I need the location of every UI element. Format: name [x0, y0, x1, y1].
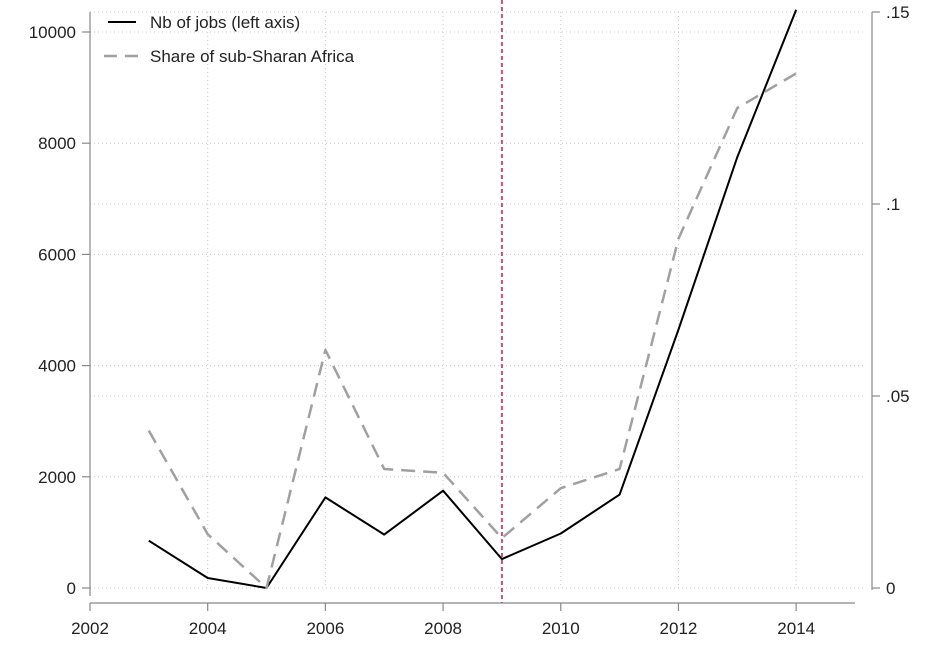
series-line-jobs: [148, 9, 798, 589]
x-tick-label: 2004: [189, 619, 227, 638]
y-right-tick-label: 0: [886, 579, 895, 598]
legend: Nb of jobs (left axis) Share of sub-Shar…: [104, 13, 355, 66]
series-line-share: [147, 72, 797, 590]
y-right-tick-label: .15: [886, 3, 910, 22]
x-tick-label: 2012: [660, 619, 698, 638]
y-right-tick-label: .1: [886, 195, 900, 214]
series-group: [147, 9, 798, 590]
y-left-tick-label: 6000: [38, 245, 76, 264]
legend-label-share: Share of sub-Sharan Africa: [150, 47, 355, 66]
axes: 0 2000 4000 6000 8000 10000 0 .05 .1 .15 2002 2004 2…: [29, 3, 910, 638]
gridlines: [89, 11, 865, 589]
x-tick-label: 2014: [777, 619, 815, 638]
x-tick-label: 2008: [424, 619, 462, 638]
legend-label-jobs: Nb of jobs (left axis): [150, 13, 300, 32]
y-left-tick-label: 4000: [38, 357, 76, 376]
y-left-tick-label: 8000: [38, 134, 76, 153]
y-right-tick-label: .05: [886, 387, 910, 406]
x-tick-label: 2006: [306, 619, 344, 638]
x-tick-label: 2010: [542, 619, 580, 638]
y-left-tick-label: 10000: [29, 23, 76, 42]
x-tick-label: 2002: [71, 619, 109, 638]
y-left-tick-label: 2000: [38, 468, 76, 487]
y-left-tick-label: 0: [67, 579, 76, 598]
